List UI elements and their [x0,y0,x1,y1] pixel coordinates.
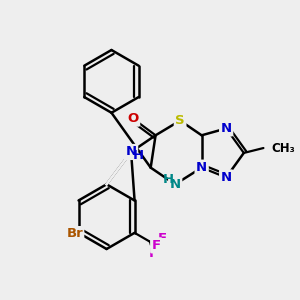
Text: N: N [169,178,181,191]
Text: H: H [163,173,174,186]
Text: S: S [175,114,185,127]
Text: CH₃: CH₃ [271,142,295,154]
Text: F: F [152,239,161,252]
Text: N: N [220,122,232,135]
Text: Br: Br [66,227,83,240]
Text: N: N [125,146,136,158]
Text: F: F [148,247,158,260]
Text: N: N [196,161,207,174]
Text: O: O [128,112,139,125]
Text: H: H [132,149,143,162]
Text: F: F [158,232,166,245]
Text: N: N [220,171,232,184]
